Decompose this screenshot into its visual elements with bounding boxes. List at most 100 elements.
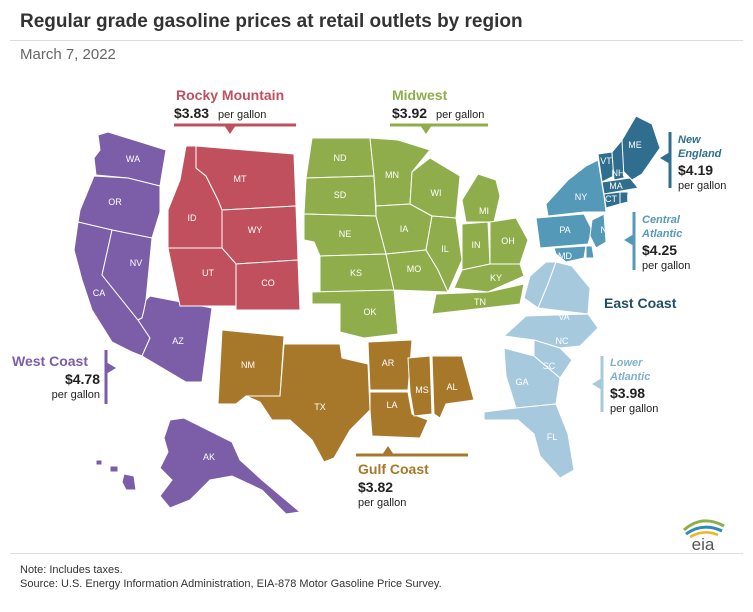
label-AL: AL: [446, 382, 457, 392]
callout-midwest: Midwest $3.92 per gallon: [390, 87, 488, 134]
west-coast-price: $4.78: [65, 371, 100, 387]
state-AL: [431, 355, 475, 419]
callout-rocky-mountain: Rocky Mountain $3.83 per gallon: [174, 87, 296, 134]
label-RI: RI: [627, 193, 636, 203]
label-IA: IA: [400, 224, 409, 234]
central-atlantic-name-2: Atlantic: [641, 228, 682, 240]
eia-logo: eia: [683, 519, 725, 552]
label-ID: ID: [188, 213, 198, 223]
note-line: Note: Includes taxes.: [20, 564, 123, 576]
state-NY: [545, 159, 607, 217]
gulf-coast-pointer: [382, 446, 394, 455]
state-TN: [431, 283, 525, 315]
label-PA: PA: [559, 225, 570, 235]
label-GA: GA: [515, 377, 528, 387]
label-AR: AR: [382, 358, 395, 368]
label-UT: UT: [202, 268, 214, 278]
label-VT: VT: [600, 156, 612, 166]
state-CO: [235, 259, 301, 311]
label-IN: IN: [472, 240, 481, 250]
region-gulf-coast: [217, 329, 475, 463]
state-HI-2: [109, 465, 119, 473]
rocky-mountain-unit: per gallon: [218, 109, 266, 121]
label-MD: MD: [558, 251, 572, 261]
label-TN: TN: [474, 297, 486, 307]
label-NE: NE: [339, 229, 352, 239]
state-RI: [619, 191, 629, 205]
state-NH: [611, 138, 625, 181]
source-line: Source: U.S. Energy Information Administ…: [20, 578, 442, 590]
page-title: Regular grade gasoline prices at retail …: [20, 11, 523, 32]
rocky-mountain-pointer: [224, 125, 236, 134]
footnotes: Note: Includes taxes. Source: U.S. Energ…: [20, 563, 442, 591]
label-WV: WV: [529, 306, 544, 316]
rocky-mountain-price: $3.83: [174, 105, 209, 121]
label-ND: ND: [334, 153, 347, 163]
state-MT: [195, 145, 297, 211]
callout-central-atlantic: Central Atlantic $4.25 per gallon: [624, 212, 690, 272]
state-NC: [502, 313, 599, 349]
label-NY: NY: [575, 192, 588, 202]
label-MT: MT: [234, 174, 247, 184]
label-LA: LA: [386, 400, 397, 410]
gulf-coast-price: $3.82: [358, 479, 393, 495]
region-new-england: [597, 115, 661, 209]
state-AK: [159, 417, 302, 515]
new-england-pointer: [660, 152, 670, 164]
label-WI: WI: [431, 188, 442, 198]
label-DE: DE: [595, 246, 608, 256]
label-CT: CT: [605, 194, 617, 204]
gulf-coast-name: Gulf Coast: [358, 461, 429, 477]
east-coast-name: East Coast: [604, 295, 677, 311]
west-coast-pointer: [106, 362, 116, 374]
label-KS: KS: [350, 268, 362, 278]
west-coast-name: West Coast: [12, 353, 88, 369]
label-NM: NM: [241, 360, 255, 370]
rule-top: [10, 40, 743, 41]
label-IL: IL: [441, 244, 449, 254]
label-AK: AK: [203, 452, 215, 462]
state-OK: [311, 289, 399, 339]
label-NJ: NJ: [601, 225, 612, 235]
label-FL: FL: [547, 432, 558, 442]
date-subtitle: March 7, 2022: [20, 46, 116, 63]
state-NJ: [589, 213, 607, 249]
label-TX: TX: [314, 402, 326, 412]
state-TX: [245, 343, 371, 463]
label-CA: CA: [93, 288, 106, 298]
label-MA: MA: [609, 181, 623, 191]
logo-arc-yellow: [689, 531, 719, 539]
label-SC: SC: [543, 361, 556, 371]
midwest-name: Midwest: [392, 87, 448, 103]
new-england-price: $4.19: [678, 162, 713, 178]
new-england-name-2: England: [678, 148, 722, 160]
state-SC: [533, 339, 573, 379]
central-atlantic-unit: per gallon: [642, 260, 690, 272]
label-NV: NV: [130, 258, 143, 268]
new-england-unit: per gallon: [678, 180, 726, 192]
label-SD: SD: [334, 190, 347, 200]
state-DE: [585, 245, 595, 259]
gulf-coast-unit: per gallon: [358, 497, 406, 509]
central-atlantic-pointer: [624, 234, 634, 246]
label-NH: NH: [612, 168, 625, 178]
state-LA: [369, 391, 429, 439]
label-OR: OR: [108, 197, 122, 207]
midwest-pointer: [420, 125, 432, 134]
label-OH: OH: [501, 236, 515, 246]
logo-arc-green: [683, 519, 725, 532]
label-ME: ME: [628, 140, 642, 150]
state-MD: [553, 245, 587, 263]
state-HI-3: [121, 473, 137, 491]
callout-gulf-coast: Gulf Coast $3.82 per gallon: [356, 446, 468, 509]
region-lower-atlantic: [483, 261, 599, 479]
lower-atlantic-name-1: Lower: [610, 357, 643, 369]
state-IL: [425, 215, 463, 294]
state-MS: [407, 355, 433, 417]
callout-lower-atlantic: Lower Atlantic $3.98 per gallon: [592, 356, 658, 415]
central-atlantic-name-1: Central: [642, 214, 681, 226]
state-FL: [483, 403, 575, 479]
state-WY: [221, 205, 299, 265]
label-NC: NC: [556, 336, 569, 346]
